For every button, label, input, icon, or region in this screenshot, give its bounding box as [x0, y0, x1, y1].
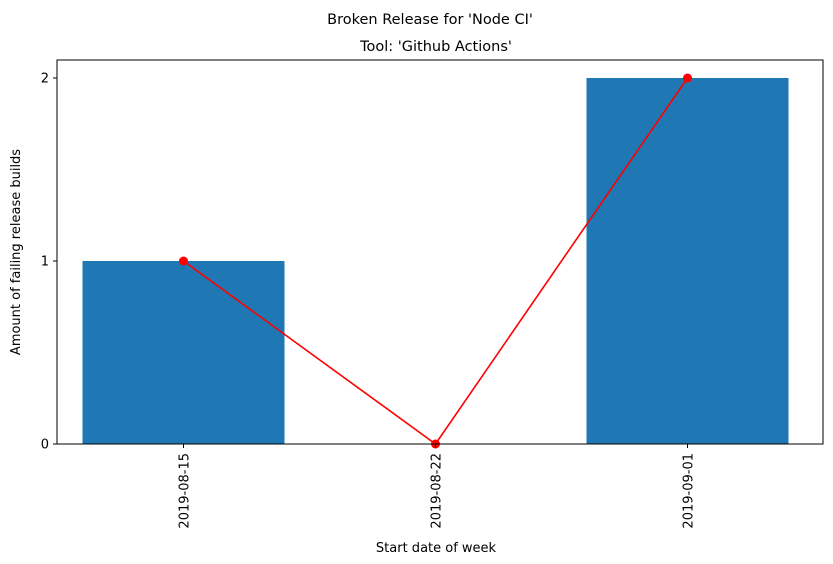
chart-title: Tool: 'Github Actions'	[359, 39, 512, 55]
y-axis-label: Amount of failing release builds	[9, 149, 24, 355]
line-point-2019-08-15	[179, 256, 188, 266]
chart-suptitle: Broken Release for 'Node CI'	[327, 12, 533, 28]
x-tick-label: 2019-09-01	[682, 453, 697, 529]
y-axis: 0 1 2	[41, 72, 57, 453]
y-tick-label: 0	[41, 438, 49, 453]
x-tick-label: 2019-08-15	[178, 453, 193, 529]
bar-2019-08-15	[82, 261, 285, 444]
y-tick-label: 1	[41, 255, 49, 270]
x-axis: 2019-08-15 2019-08-22 2019-09-01	[178, 444, 697, 529]
x-tick-label: 2019-08-22	[430, 453, 445, 529]
y-tick-label: 2	[41, 72, 49, 87]
plot-area	[82, 73, 789, 449]
bar-2019-09-01	[586, 78, 789, 444]
line-point-2019-09-01	[683, 73, 692, 83]
x-axis-label: Start date of week	[376, 541, 497, 556]
axes-frame	[56, 59, 824, 445]
